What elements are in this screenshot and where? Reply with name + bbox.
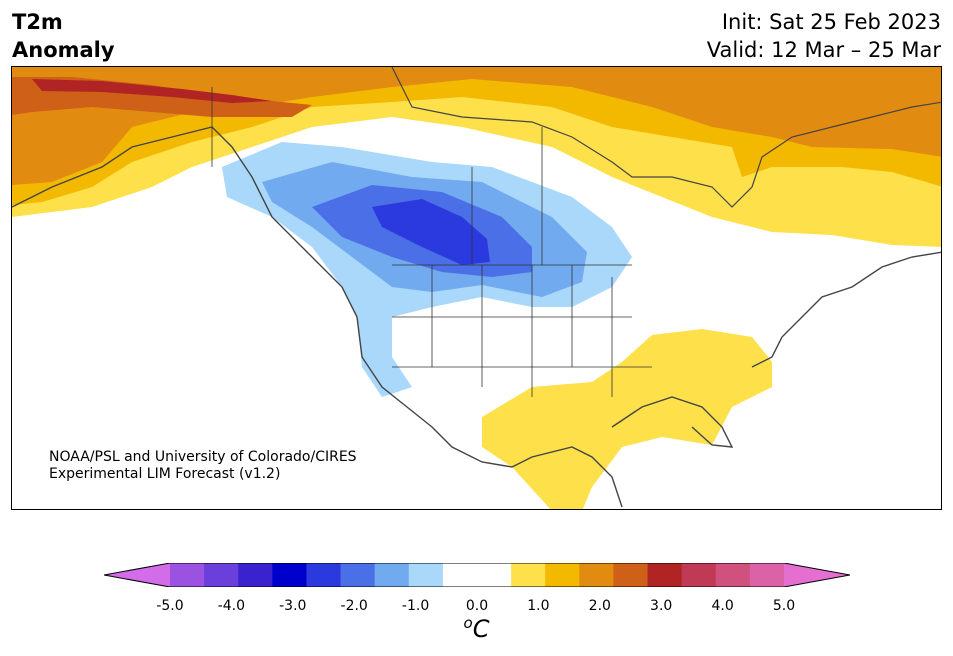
colorbar-segment	[340, 563, 376, 587]
cold-anomaly-peak	[372, 199, 490, 265]
credit-text: NOAA/PSL and University of Colorado/CIRE…	[49, 449, 357, 483]
map-title-line1: T2m	[12, 10, 63, 34]
colorbar-tick-label: 3.0	[650, 598, 673, 614]
colorbar-segment	[477, 563, 512, 587]
colorbar-tick-label: 0.0	[465, 598, 489, 614]
colorbar-segment	[715, 563, 751, 587]
date-info: Init: Sat 25 Feb 2023 Valid: 12 Mar – 25…	[707, 8, 941, 64]
colorbar-segment	[613, 563, 649, 587]
colorbar-tick-label: 4.0	[711, 598, 734, 614]
coastline	[12, 126, 941, 508]
map-title-line2: Anomaly	[12, 38, 115, 62]
anomaly-map-svg	[12, 67, 941, 509]
colorbar-unit-label: oC	[0, 614, 953, 643]
colorbar-segment	[442, 563, 478, 587]
colorbar-tick-label: -3.0	[279, 598, 307, 614]
unit-letter: C	[472, 615, 490, 643]
colorbar-segment	[749, 563, 785, 587]
colorbar-extend-low	[104, 563, 170, 587]
colorbar-segment	[272, 563, 307, 587]
valid-range: Valid: 12 Mar – 25 Mar	[706, 38, 941, 62]
colorbar-segment	[374, 563, 410, 587]
init-date: Init: Sat 25 Feb 2023	[721, 10, 941, 34]
colorbar-tick-label: -1.0	[401, 598, 430, 614]
colorbar	[104, 563, 850, 587]
colorbar-segment	[681, 563, 717, 587]
credit-line2: Experimental LIM Forecast (v1.2)	[49, 466, 281, 482]
colorbar-tick-label: -2.0	[340, 598, 368, 614]
anomaly-map	[11, 66, 942, 510]
colorbar-segment	[579, 563, 614, 587]
coastline-north	[391, 67, 941, 208]
credit-line1: NOAA/PSL and University of Colorado/CIRE…	[49, 449, 357, 465]
colorbar-segment	[204, 563, 239, 587]
colorbar-segment	[511, 563, 546, 587]
state-borders	[211, 87, 652, 397]
colorbar-segment	[170, 563, 205, 587]
colorbar-tick-label: 5.0	[772, 598, 796, 614]
colorbar-segment	[647, 563, 683, 587]
warm-anomaly-region-north-core	[12, 67, 941, 185]
warm-anomaly-region-south	[482, 329, 772, 509]
colorbar-segment	[238, 563, 273, 587]
colorbar-segment	[545, 563, 580, 587]
unit-degree-symbol: o	[463, 614, 473, 632]
colorbar-tick-label: -5.0	[156, 598, 184, 614]
map-title: T2m Anomaly	[12, 8, 115, 64]
colorbar-tick-label: 1.0	[527, 598, 550, 614]
colorbar-segment	[408, 563, 444, 587]
colorbar-tick-label: 2.0	[588, 598, 611, 614]
colorbar-tick-label: -4.0	[217, 598, 246, 614]
colorbar-extend-high	[784, 563, 850, 587]
colorbar-tick-labels: -5.0 -4.0 -3.0 -2.0 -1.0 0.0 1.0 2.0 3.0 4.0 5.0	[0, 598, 953, 618]
colorbar-segment	[306, 563, 342, 587]
